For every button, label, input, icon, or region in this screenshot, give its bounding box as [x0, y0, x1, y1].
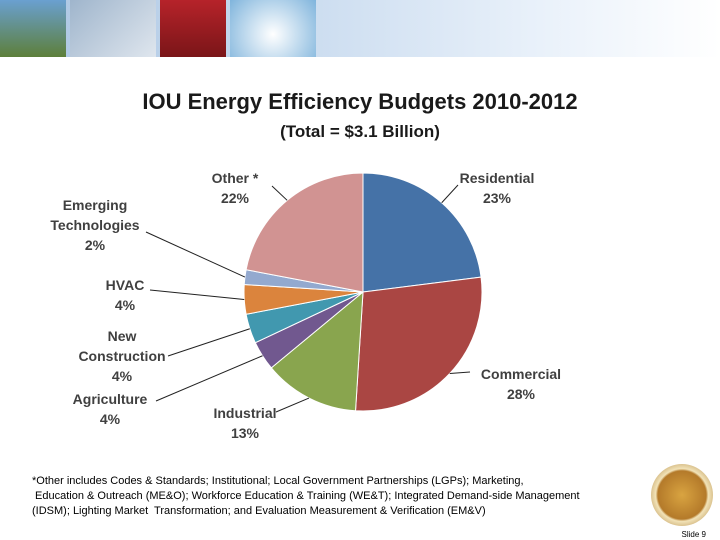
pie-slice	[245, 172, 364, 293]
pie-slice	[354, 276, 483, 412]
value-label: 28%	[506, 386, 536, 402]
leader-line	[271, 185, 288, 201]
slice-label: Agriculture 4%	[60, 389, 160, 429]
slice-label: Emerging Technologies 2%	[45, 195, 145, 255]
slice-label: HVAC 4%	[85, 275, 165, 315]
footnote: *Other includes Codes & Standards; Insti…	[32, 474, 652, 519]
value-label: 22%	[220, 190, 250, 206]
leader-line	[155, 355, 263, 402]
state-seal	[651, 464, 713, 526]
value-label: 13%	[230, 425, 260, 441]
pie-slice	[362, 172, 482, 293]
value-label: 2%	[84, 237, 106, 253]
pie-slice	[270, 290, 364, 412]
leader-line	[275, 397, 310, 413]
slide-number: Slide 9	[681, 530, 706, 539]
leader-line	[167, 328, 250, 357]
phone-image	[70, 0, 156, 57]
value-label: 4%	[99, 411, 121, 427]
category-label: Industrial	[213, 405, 277, 421]
train-image	[160, 0, 226, 57]
slice-label: Commercial 28%	[466, 364, 576, 404]
category-label: Residential	[459, 170, 535, 186]
leader-line	[449, 371, 471, 374]
category-label: Commercial	[480, 366, 562, 382]
category-label: New Construction	[78, 328, 166, 364]
category-label: HVAC	[105, 277, 145, 293]
slice-label: Residential 23%	[442, 168, 552, 208]
banner	[0, 0, 720, 57]
chart-title: IOU Energy Efficiency Budgets 2010-2012	[142, 89, 578, 114]
footnote-line: (IDSM); Lighting Market Transformation; …	[32, 505, 486, 517]
value-label: 4%	[114, 297, 136, 313]
water-image	[230, 0, 316, 57]
category-label: Agriculture	[72, 391, 148, 407]
leader-line	[149, 289, 245, 300]
slice-label: Other * 22%	[195, 168, 275, 208]
leader-line	[145, 231, 246, 278]
footnote-line: *Other includes Codes & Standards; Insti…	[32, 475, 524, 487]
value-label: 4%	[111, 368, 133, 384]
slice-label: Industrial 13%	[195, 403, 295, 443]
category-label: Other *	[211, 170, 259, 186]
chart-subtitle: (Total = $3.1 Billion)	[280, 122, 440, 141]
leader-line	[441, 184, 459, 204]
value-label: 23%	[482, 190, 512, 206]
category-label: Emerging Technologies	[50, 197, 140, 233]
footnote-line: Education & Outreach (ME&O); Workforce E…	[32, 490, 580, 502]
slice-label: New Construction 4%	[72, 326, 172, 386]
house-image	[0, 0, 66, 57]
